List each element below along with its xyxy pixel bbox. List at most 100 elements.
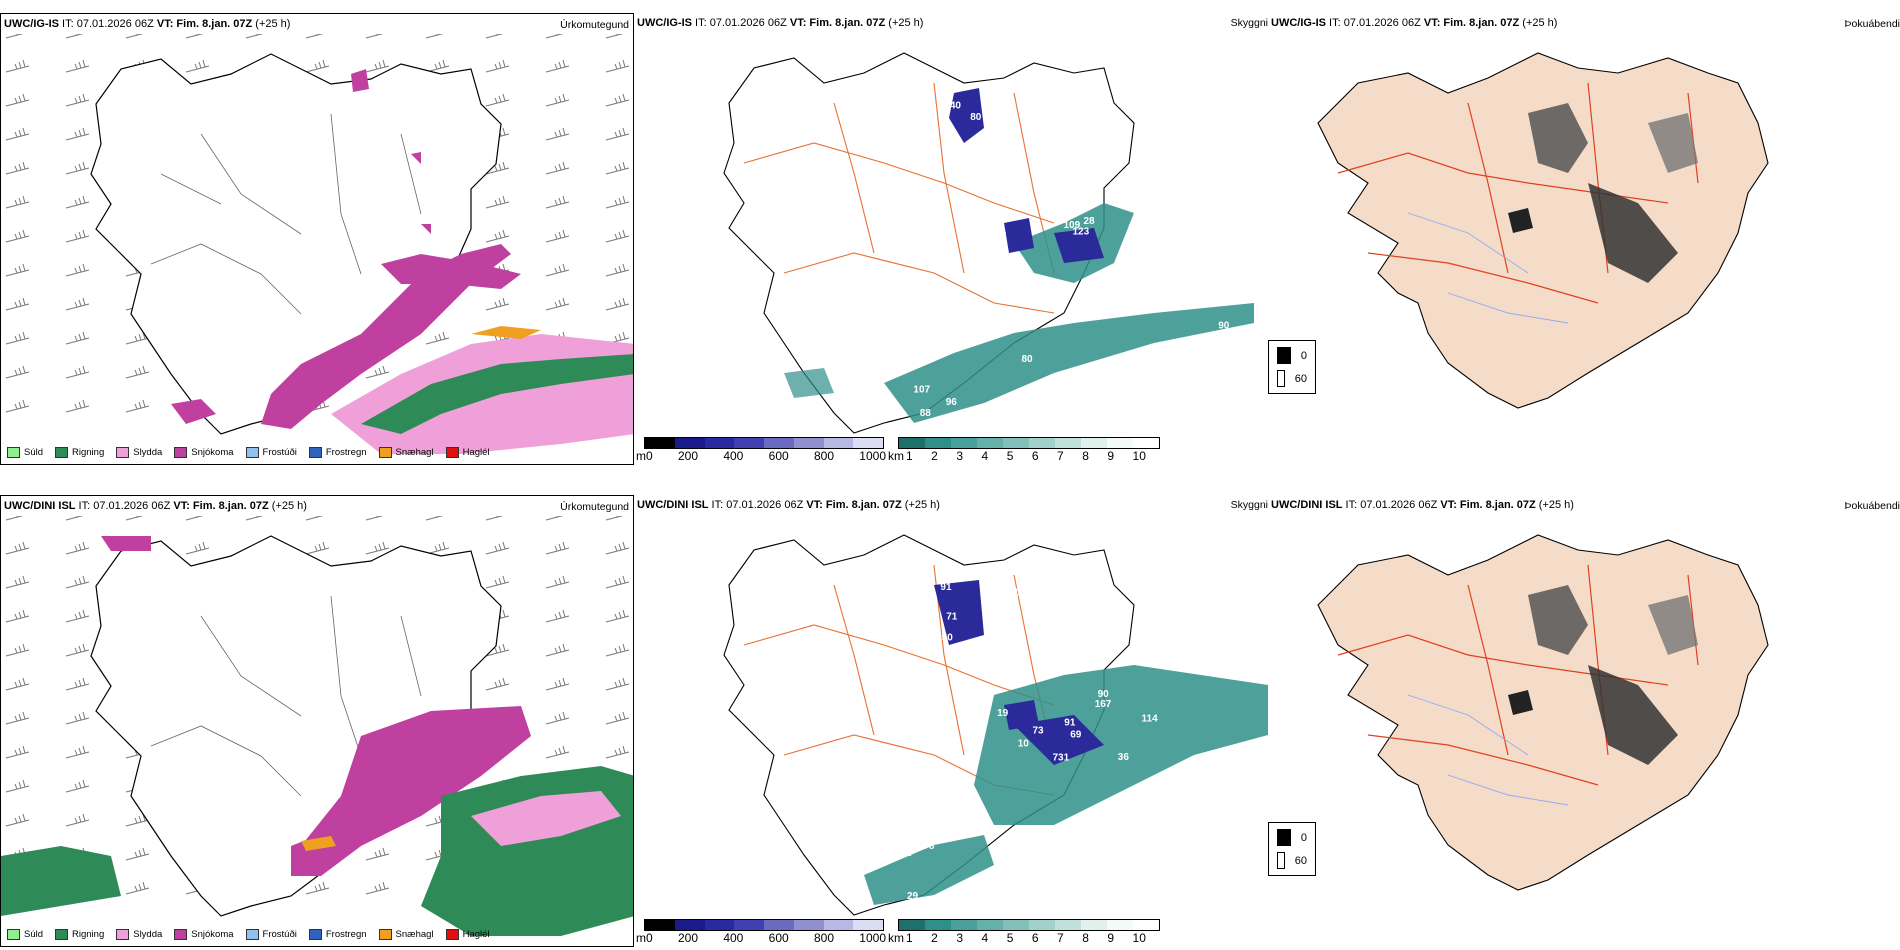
colorbar-tick: 7 bbox=[1057, 931, 1064, 945]
colorbar-tick: 3 bbox=[956, 931, 964, 945]
roads bbox=[1337, 82, 1699, 304]
fog-panel-bottom: UWC/DINI ISL IT: 07.01.2026 06Z VT: Fim.… bbox=[1268, 495, 1900, 947]
vis-value-label: 78 bbox=[923, 841, 935, 852]
legend-item: Rigning bbox=[55, 447, 104, 458]
vis-m-unit: m bbox=[636, 449, 646, 463]
precip-type-panel-top: UWC/IG-IS IT: 07.01.2026 06Z VT: Fim. 8.… bbox=[0, 13, 634, 465]
precip-map bbox=[1, 34, 633, 454]
colorbar-tick: 600 bbox=[768, 449, 789, 463]
visibility-panel-top: UWC/IG-IS IT: 07.01.2026 06Z VT: Fim. 8.… bbox=[634, 13, 1268, 465]
colorbar-tick: 1000 bbox=[859, 449, 886, 463]
snow-area bbox=[351, 69, 431, 234]
legend-swatch bbox=[174, 447, 188, 458]
snow-area bbox=[381, 254, 521, 289]
panel-title: UWC/IG-IS IT: 07.01.2026 06Z VT: Fim. 8.… bbox=[637, 17, 924, 29]
low-vis-area bbox=[884, 303, 1254, 423]
sleet-area bbox=[471, 791, 621, 846]
vis-value-label: 992 bbox=[1143, 371, 1160, 382]
legend-swatch bbox=[174, 929, 188, 940]
vis-value-label: 10 bbox=[1018, 738, 1030, 749]
vis-value-label: 10 bbox=[989, 274, 1001, 285]
vis-value-label: 109 bbox=[1064, 220, 1081, 231]
fog-area bbox=[1588, 183, 1678, 283]
panel-variable-name: Þokuábendi bbox=[1844, 18, 1900, 30]
legend-item: Frostúði bbox=[245, 929, 297, 940]
legend-swatch bbox=[308, 929, 322, 940]
vis-value-label: 90 bbox=[1098, 689, 1110, 700]
colorbar-tick: 6 bbox=[1031, 449, 1039, 463]
vis-km-ticks: 1 2 3 4 5 6 7 8 9 10 bbox=[906, 449, 1146, 463]
legend-item: Frostúði bbox=[245, 447, 297, 458]
panel-title: UWC/DINI ISL IT: 07.01.2026 06Z VT: Fim.… bbox=[1271, 499, 1574, 511]
legend-label: Snæhagl bbox=[395, 929, 434, 940]
roads bbox=[743, 564, 1055, 796]
panel-variable-name: Skyggni bbox=[1230, 17, 1268, 29]
colorbar-tick: 10 bbox=[1132, 931, 1146, 945]
fog-legend: 0 60 bbox=[1268, 340, 1316, 394]
rivers bbox=[1407, 212, 1569, 324]
colorbar-tick: 0 bbox=[646, 449, 653, 463]
colorbar-tick: 200 bbox=[677, 931, 699, 945]
legend-item: Frostregn bbox=[308, 447, 367, 458]
legend-label: Snæhagl bbox=[395, 447, 434, 458]
panel-variable-name: Þokuábendi bbox=[1844, 500, 1900, 512]
vis-km-unit: km bbox=[888, 449, 904, 463]
vis-value-label: 91 bbox=[940, 582, 952, 593]
colorbar-tick: 8 bbox=[1082, 931, 1089, 945]
vis-value-label: 123 bbox=[1073, 227, 1090, 238]
colorbar-tick: 9 bbox=[1107, 449, 1115, 463]
vis-value-label: 26 bbox=[1022, 599, 1034, 610]
precip-type-panel-bottom: UWC/DINI ISL IT: 07.01.2026 06Z VT: Fim.… bbox=[0, 495, 634, 947]
vis-value-label: 138 bbox=[1032, 603, 1049, 614]
vis-value-label: 111 bbox=[896, 848, 912, 859]
vis-m-colorbar bbox=[644, 919, 884, 931]
legend-item: Haglél bbox=[445, 447, 490, 458]
colorbar-tick: 10 bbox=[1132, 449, 1146, 463]
iceland-outline bbox=[1317, 534, 1769, 891]
legend-swatch bbox=[55, 929, 69, 940]
legend-item: Snæhagl bbox=[378, 447, 434, 458]
roads bbox=[743, 82, 1055, 314]
vis-value-label: 86 bbox=[1010, 139, 1022, 150]
vis-value-labels: 75 88 90 22 28 88 98 109 107 80 10 96 26 123 992 940 336… bbox=[913, 101, 1264, 419]
precip-legend: Súld Rigning Slydda Snjókoma Frostúði Frostre… bbox=[7, 929, 490, 940]
vis-value-label: 33 bbox=[1253, 345, 1265, 356]
legend-item: Snjókoma bbox=[174, 929, 234, 940]
colorbar-tick: 400 bbox=[723, 449, 744, 463]
panel-title: UWC/DINI ISL IT: 07.01.2026 06Z VT: Fim.… bbox=[4, 500, 307, 512]
legend-item: Slydda bbox=[116, 447, 162, 458]
colorbar-tick: 800 bbox=[813, 931, 834, 945]
colorbar-tick: 8 bbox=[1082, 449, 1089, 463]
vis-value-label: 891 bbox=[1002, 587, 1019, 598]
colorbar-tick: 4 bbox=[981, 931, 989, 945]
legend-item: Snæhagl bbox=[378, 929, 434, 940]
legend-label: Snjókoma bbox=[191, 929, 234, 940]
legend-label: Slydda bbox=[133, 447, 163, 458]
fog-low-swatch bbox=[1277, 370, 1285, 387]
vis-value-label: 90 bbox=[1218, 320, 1230, 331]
snow-area bbox=[261, 244, 511, 429]
graupel-area bbox=[301, 836, 336, 851]
rain-area bbox=[361, 354, 633, 434]
vis-value-label: 89 bbox=[984, 615, 996, 626]
legend-label: Frostúði bbox=[262, 447, 297, 458]
vis-value-label: 91 bbox=[1064, 718, 1076, 729]
legend-swatch bbox=[445, 929, 459, 940]
vis-value-label: 40 bbox=[1037, 833, 1049, 844]
vis-value-label: 107 bbox=[913, 385, 930, 396]
vis-km-colorbar bbox=[898, 437, 1160, 449]
vis-m-colorbar bbox=[644, 437, 884, 449]
vis-value-label: 88 bbox=[995, 231, 1007, 242]
visibility-panel-bottom: UWC/DINI ISL IT: 07.01.2026 06Z VT: Fim.… bbox=[634, 495, 1268, 947]
fog-legend: 0 60 bbox=[1268, 822, 1316, 876]
vis-value-labels: 108 90 79 89 69 78 91 167 111 891 91 29 12 73 84 772 731… bbox=[896, 568, 1255, 907]
vis-value-label: 98 bbox=[982, 101, 994, 112]
colorbar-tick: 200 bbox=[677, 449, 699, 463]
vis-value-label: 69 bbox=[1070, 730, 1082, 741]
legend-swatch bbox=[378, 929, 392, 940]
legend-label: Haglél bbox=[462, 447, 490, 458]
vis-value-label: 96 bbox=[946, 397, 958, 408]
snow-area bbox=[171, 399, 216, 424]
legend-label: Rigning bbox=[72, 929, 105, 940]
legend-swatch bbox=[116, 929, 130, 940]
